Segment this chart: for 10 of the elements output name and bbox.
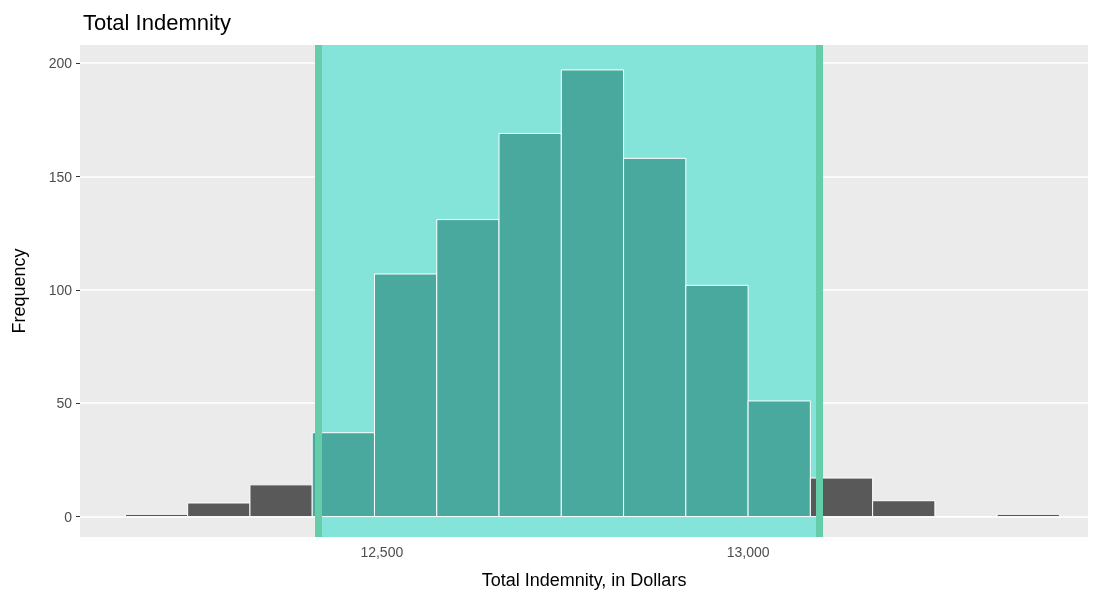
y-tick-label: 50 — [56, 395, 73, 412]
y-tick-label: 0 — [64, 508, 73, 525]
x-axis-title: Total Indemnity, in Dollars — [481, 570, 687, 590]
chart-title: Total Indemnity — [83, 9, 231, 35]
y-tick-label: 100 — [48, 281, 73, 298]
y-tick-label: 150 — [48, 168, 73, 185]
x-tick-label: 12,500 — [360, 544, 404, 560]
y-axis-title: Frequency — [9, 248, 29, 334]
y-tick-label: 200 — [48, 55, 73, 72]
x-tick-label: 13,000 — [726, 544, 770, 560]
